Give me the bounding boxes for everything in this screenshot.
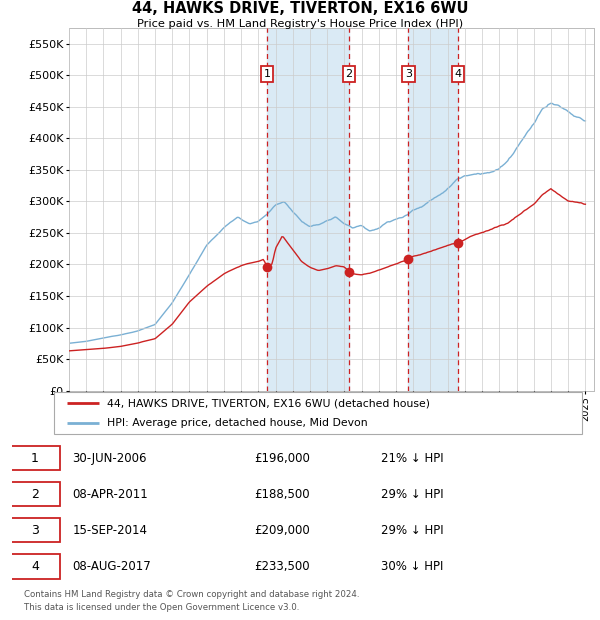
Text: Contains HM Land Registry data © Crown copyright and database right 2024.: Contains HM Land Registry data © Crown c… [24,590,359,600]
Text: 08-APR-2011: 08-APR-2011 [73,488,148,501]
Text: Price paid vs. HM Land Registry's House Price Index (HPI): Price paid vs. HM Land Registry's House … [137,19,463,29]
Text: 44, HAWKS DRIVE, TIVERTON, EX16 6WU (detached house): 44, HAWKS DRIVE, TIVERTON, EX16 6WU (det… [107,398,430,408]
Text: £209,000: £209,000 [254,524,310,537]
Text: 30% ↓ HPI: 30% ↓ HPI [380,560,443,574]
Text: 29% ↓ HPI: 29% ↓ HPI [380,524,443,537]
Text: HPI: Average price, detached house, Mid Devon: HPI: Average price, detached house, Mid … [107,418,367,428]
FancyBboxPatch shape [11,554,60,578]
Text: 4: 4 [31,560,39,574]
Text: 21% ↓ HPI: 21% ↓ HPI [380,452,443,465]
FancyBboxPatch shape [11,446,60,470]
Text: 08-AUG-2017: 08-AUG-2017 [73,560,151,574]
Text: £196,000: £196,000 [254,452,310,465]
Bar [408,28,458,391]
Text: 2: 2 [31,488,39,501]
FancyBboxPatch shape [11,518,60,542]
Text: £233,500: £233,500 [254,560,310,574]
Text: 4: 4 [454,69,461,79]
Text: 1: 1 [263,69,271,79]
Text: 2: 2 [346,69,353,79]
Text: 3: 3 [405,69,412,79]
Text: 29% ↓ HPI: 29% ↓ HPI [380,488,443,501]
Text: This data is licensed under the Open Government Licence v3.0.: This data is licensed under the Open Gov… [24,603,299,612]
Text: £188,500: £188,500 [254,488,310,501]
Text: 44, HAWKS DRIVE, TIVERTON, EX16 6WU: 44, HAWKS DRIVE, TIVERTON, EX16 6WU [132,1,468,16]
Bar [267,28,349,391]
Text: 1: 1 [31,452,39,465]
FancyBboxPatch shape [54,392,582,434]
FancyBboxPatch shape [11,482,60,506]
Text: 15-SEP-2014: 15-SEP-2014 [73,524,148,537]
Text: 30-JUN-2006: 30-JUN-2006 [73,452,147,465]
Text: 3: 3 [31,524,39,537]
